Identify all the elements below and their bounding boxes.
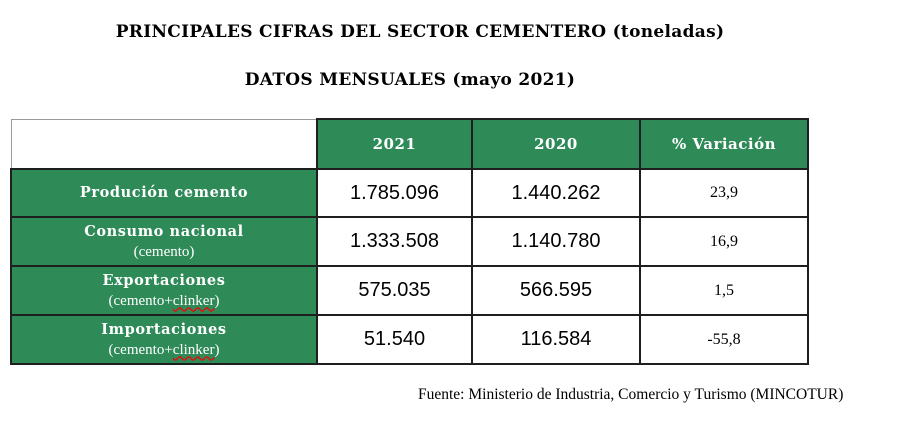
page-subtitle: DATOS MENSUALES (mayo 2021) — [244, 70, 576, 90]
cell-variation: 1,5 — [639, 265, 809, 316]
cell-2020: 1.440.262 — [471, 168, 641, 218]
row-label-sub-wavy: clinker — [172, 341, 215, 358]
table-row: Consumo nacional (cemento) 1.333.508 1.1… — [10, 216, 809, 267]
row-label-sub: (cemento) — [133, 243, 195, 260]
row-label-sub-wavy: clinker — [172, 292, 215, 309]
row-label-main: Importaciones — [101, 320, 227, 338]
cell-variation: -55,8 — [639, 314, 809, 365]
cell-2021: 575.035 — [316, 265, 473, 316]
column-header-2020: 2020 — [471, 118, 641, 170]
cell-2020: 116.584 — [471, 314, 641, 365]
row-label-sub-pre: (cemento+ — [108, 341, 173, 358]
row-label-main: Produción cemento — [79, 184, 249, 201]
page-title: PRINCIPALES CIFRAS DEL SECTOR CEMENTERO … — [115, 22, 725, 42]
cell-variation: 23,9 — [639, 168, 809, 218]
cell-2020: 1.140.780 — [471, 216, 641, 267]
table-row: Produción cemento 1.785.096 1.440.262 23… — [10, 168, 809, 218]
row-label-main: Consumo nacional — [84, 222, 244, 240]
row-label-sub-post: ) — [214, 292, 220, 309]
cell-2021: 51.540 — [316, 314, 473, 365]
column-header-2021: 2021 — [316, 118, 473, 170]
cell-2021: 1.785.096 — [316, 168, 473, 218]
cell-2020: 566.595 — [471, 265, 641, 316]
row-label: Importaciones (cemento+clinker) — [10, 314, 318, 365]
table-row: Importaciones (cemento+clinker) 51.540 1… — [10, 314, 809, 365]
row-label-sub-pre: (cemento+ — [108, 292, 173, 309]
row-label: Produción cemento — [10, 168, 318, 218]
table-header-row: 2021 2020 % Variación — [10, 118, 809, 170]
cement-figures-table: 2021 2020 % Variación Produción cemento … — [10, 118, 809, 365]
row-label-main: Exportaciones — [102, 271, 226, 289]
source-note: Fuente: Ministerio de Industria, Comerci… — [418, 386, 844, 403]
row-label: Exportaciones (cemento+clinker) — [10, 265, 318, 316]
header-corner-cell — [10, 118, 318, 170]
cell-2021: 1.333.508 — [316, 216, 473, 267]
row-label-sub: (cemento+clinker) — [12, 291, 316, 311]
cell-variation: 16,9 — [639, 216, 809, 267]
row-label-sub: (cemento+clinker) — [12, 340, 316, 360]
row-label-sub-post: ) — [214, 341, 220, 358]
table-row: Exportaciones (cemento+clinker) 575.035 … — [10, 265, 809, 316]
column-header-variation: % Variación — [639, 118, 809, 170]
row-label: Consumo nacional (cemento) — [10, 216, 318, 267]
